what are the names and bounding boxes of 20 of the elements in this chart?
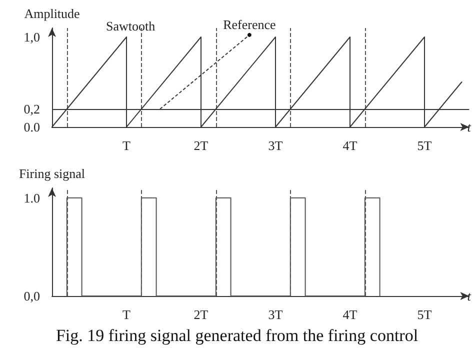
y-axis-title: Amplitude <box>24 6 80 21</box>
x-tick-label: 4T <box>342 307 358 322</box>
x-tick-label: 2T <box>194 138 208 153</box>
x-tick-label: 2T <box>194 307 208 322</box>
x-tick-label: T <box>122 307 131 322</box>
y-tick-label: 1.0 <box>24 190 40 206</box>
y-tick-label: 0,2 <box>24 102 40 116</box>
x-tick-label: 3T <box>268 138 283 153</box>
y-tick-label: 0.0 <box>24 120 40 134</box>
y-tick-label: 1,0 <box>24 30 40 44</box>
y-axis-title: Firing signal <box>18 166 86 181</box>
x-tick-label: 5T <box>417 138 432 153</box>
ref-line-label: Reference <box>223 16 276 32</box>
x-tick-label: 3T <box>268 307 283 322</box>
x-tick-label: 4T <box>342 138 358 153</box>
series-label: Sawtooth <box>106 18 156 34</box>
caption: Fig. 19 firing signal generated from the firing control <box>56 326 418 345</box>
y-tick-label: 0,0 <box>24 288 40 304</box>
x-tick-label: 5T <box>417 307 432 322</box>
x-tick-label: T <box>122 138 131 153</box>
